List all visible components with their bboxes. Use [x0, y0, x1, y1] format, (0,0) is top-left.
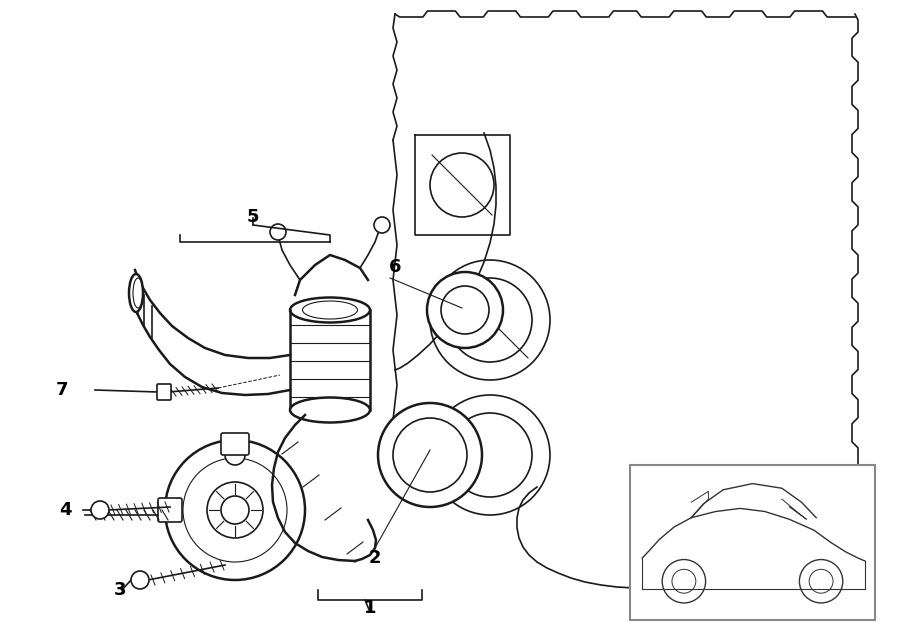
Circle shape [374, 217, 390, 233]
Bar [630, 465, 875, 620]
Text: 6: 6 [389, 258, 401, 276]
Circle shape [270, 224, 286, 240]
Circle shape [393, 418, 467, 492]
Text: 4: 4 [58, 501, 71, 519]
Text: 5: 5 [247, 208, 259, 226]
Text: 2: 2 [369, 549, 382, 567]
Circle shape [378, 403, 482, 507]
FancyBboxPatch shape [221, 433, 249, 455]
Text: 3: 3 [113, 581, 126, 599]
Ellipse shape [290, 298, 370, 323]
Circle shape [427, 272, 503, 348]
Circle shape [131, 571, 149, 589]
Ellipse shape [129, 274, 143, 312]
Circle shape [441, 286, 489, 334]
FancyBboxPatch shape [157, 384, 171, 400]
Text: 1: 1 [364, 599, 376, 617]
Text: 7: 7 [56, 381, 68, 399]
Circle shape [91, 501, 109, 519]
Ellipse shape [290, 398, 370, 422]
Circle shape [225, 445, 245, 465]
Circle shape [165, 440, 305, 580]
FancyBboxPatch shape [158, 498, 182, 522]
